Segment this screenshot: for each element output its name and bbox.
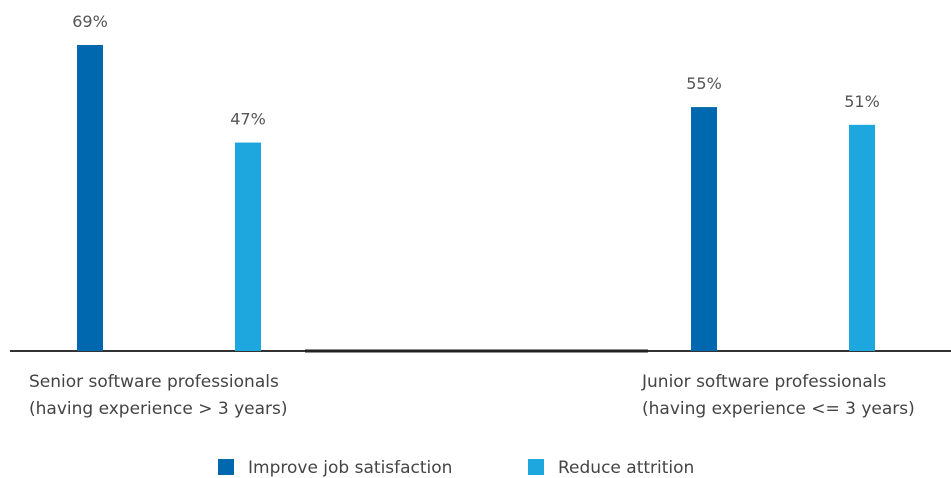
value-label-junior-improve-job-satisfaction: 55% (686, 74, 722, 93)
legend-swatch-improve-job-satisfaction (218, 459, 234, 475)
value-label-senior-improve-job-satisfaction: 69% (72, 12, 108, 31)
legend: Improve job satisfaction Reduce attritio… (218, 458, 694, 478)
bar-senior-improve-job-satisfaction (77, 45, 103, 351)
category-label-junior-line1: Junior software professionals (641, 372, 886, 392)
bar-junior-improve-job-satisfaction (691, 107, 717, 351)
category-label-senior-line2: (having experience > 3 years) (29, 399, 288, 419)
legend-label-reduce-attrition: Reduce attrition (558, 458, 694, 478)
category-label-senior: Senior software professionals (having ex… (29, 372, 288, 419)
category-label-junior-line2: (having experience <= 3 years) (642, 399, 915, 419)
category-label-junior: Junior software professionals (having ex… (641, 372, 915, 419)
bar-senior-reduce-attrition (235, 142, 261, 351)
legend-label-improve-job-satisfaction: Improve job satisfaction (248, 458, 452, 478)
value-labels: 69% 55% 47% 51% (72, 12, 880, 129)
value-label-senior-reduce-attrition: 47% (230, 110, 266, 129)
value-label-junior-reduce-attrition: 51% (844, 92, 880, 111)
legend-swatch-reduce-attrition (528, 459, 544, 475)
bars (77, 45, 875, 352)
category-label-senior-line1: Senior software professionals (29, 372, 279, 392)
bar-junior-reduce-attrition (849, 124, 875, 352)
